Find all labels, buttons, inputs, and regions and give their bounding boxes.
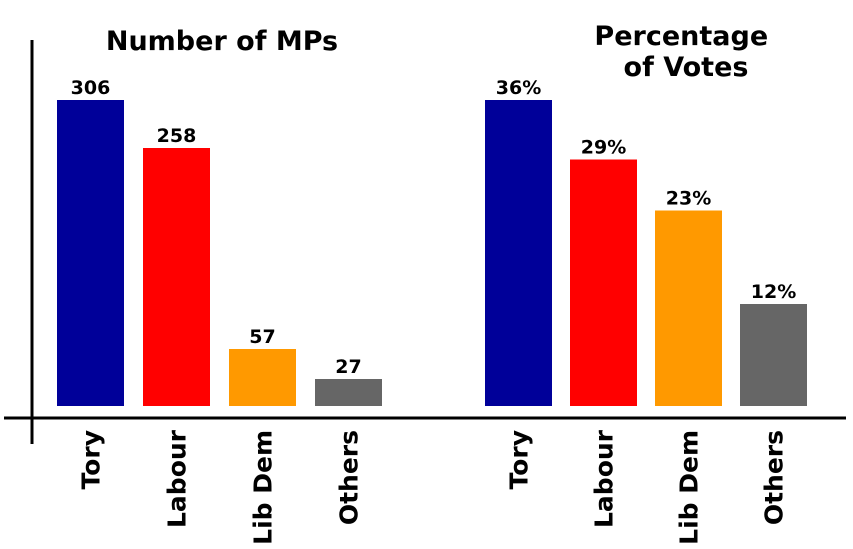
chart-title-votes-line-1: Percentage bbox=[594, 21, 768, 52]
bar-mps-labour bbox=[143, 148, 210, 406]
category-label-mps-labour: Labour bbox=[163, 429, 192, 528]
category-label-votes-labour: Labour bbox=[590, 429, 619, 528]
chart-title-votes: Percentage of Votes bbox=[594, 21, 777, 83]
chart-title-mps: Number of MPs bbox=[106, 26, 338, 57]
value-label-votes-lib-dem: 23% bbox=[666, 188, 711, 210]
category-label-mps-tory: Tory bbox=[77, 430, 106, 490]
bar-mps-others bbox=[315, 379, 382, 406]
bar-mps-tory bbox=[57, 100, 124, 406]
bar-votes-labour bbox=[570, 159, 637, 406]
value-label-mps-labour: 258 bbox=[157, 125, 197, 147]
value-label-mps-lib-dem: 57 bbox=[249, 326, 275, 348]
category-label-mps-others: Others bbox=[335, 430, 364, 525]
bars-layer: 306 Tory 258 Labour 57 Lib Dem 27 Others 36% Tory… bbox=[57, 77, 807, 545]
bar-votes-lib-dem bbox=[655, 210, 722, 406]
value-label-mps-tory: 306 bbox=[71, 77, 111, 99]
bar-votes-tory bbox=[485, 100, 552, 406]
value-label-votes-others: 12% bbox=[751, 281, 796, 303]
category-label-votes-others: Others bbox=[760, 430, 789, 525]
category-label-mps-lib-dem: Lib Dem bbox=[249, 430, 278, 545]
value-label-votes-labour: 29% bbox=[581, 137, 626, 159]
chart-title-votes-line-2: of Votes bbox=[624, 52, 749, 83]
category-label-votes-lib-dem: Lib Dem bbox=[675, 430, 704, 545]
category-label-votes-tory: Tory bbox=[505, 430, 534, 490]
value-label-mps-others: 27 bbox=[335, 356, 361, 378]
bar-votes-others bbox=[740, 304, 807, 406]
bar-mps-lib-dem bbox=[229, 349, 296, 406]
value-label-votes-tory: 36% bbox=[496, 77, 541, 99]
